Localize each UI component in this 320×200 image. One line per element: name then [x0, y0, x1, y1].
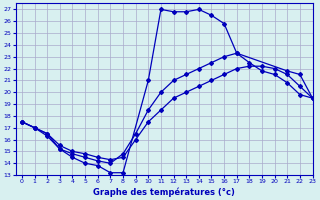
X-axis label: Graphe des températures (°c): Graphe des températures (°c) [93, 187, 235, 197]
